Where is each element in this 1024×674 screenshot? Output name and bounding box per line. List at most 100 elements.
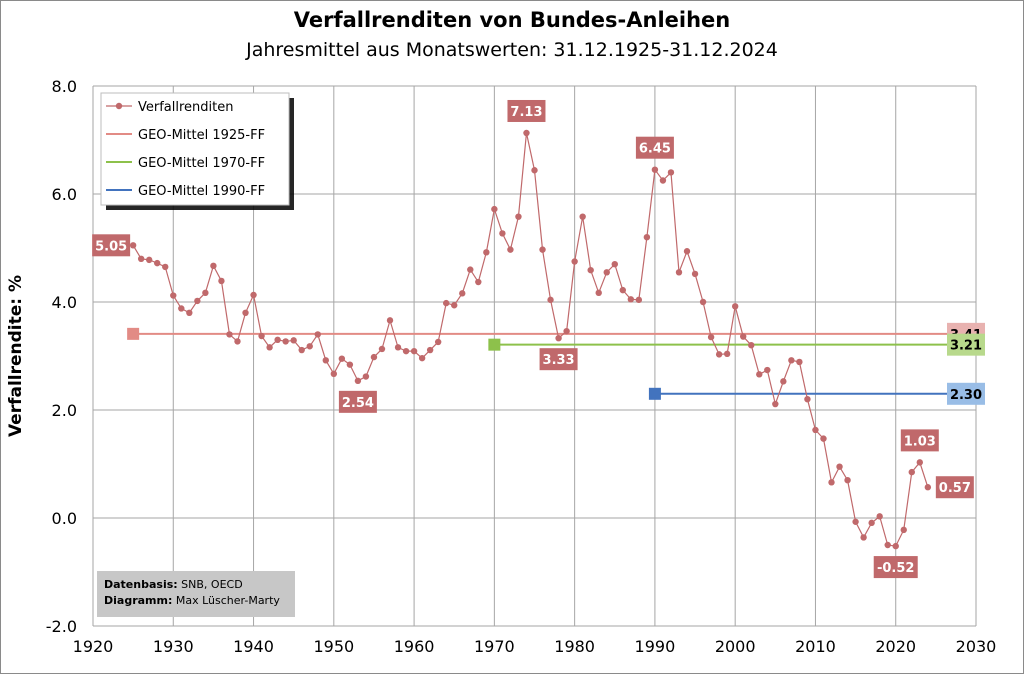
data-label: 2.54 [338,390,377,413]
yield-data-point [820,435,827,442]
yield-data-point [563,327,570,335]
x-tick-label: 1970 [474,637,515,656]
yield-data-point [611,261,618,268]
yield-data-point [410,347,418,355]
data-label-box [338,390,377,413]
data-label: 2.30 [947,382,985,405]
legend-box [100,92,290,206]
data-label-text: 3.21 [950,339,982,354]
yield-data-point [587,266,594,274]
yield-data-point [868,519,875,527]
yield-data-point [748,342,755,349]
data-label-box [507,99,546,122]
x-tick-label: 1940 [233,637,274,656]
source-data-label: Datenbasis: [104,578,178,591]
source-note: Datenbasis: SNB, OECD Diagramm: Max Lüsc… [97,571,295,617]
data-label: 1.03 [900,429,939,452]
y-tick-label: 2.0 [52,401,77,420]
x-tick-label: 1980 [554,637,595,656]
yield-data-point [740,333,747,340]
legend-marker [115,102,123,110]
yield-data-point [643,234,651,241]
yield-data-point [418,354,426,362]
yield-data-point [451,302,458,309]
yield-data-point [603,269,610,276]
geo-mean-1970-marker [488,338,501,351]
yield-data-point [306,343,313,350]
yield-data-point [547,296,554,304]
yield-data-point [499,230,506,237]
yield-data-point [900,526,907,534]
yield-data-point [860,534,867,541]
yield-data-point [354,377,362,385]
yield-data-point [402,347,410,355]
x-tick-label: 2020 [875,637,916,656]
source-data-value: SNB, OECD [181,578,243,591]
yield-data-point [258,332,265,340]
yield-data-point [916,459,924,466]
chart-title: Verfallrenditen von Bundes-Anleihen [293,8,731,32]
yield-data-point [812,426,819,434]
yield-data-point [924,484,932,491]
yield-data-point [378,345,386,353]
yield-data-point [282,338,289,345]
yield-data-point [162,263,169,271]
yield-data-point [804,396,811,403]
yield-data-point [154,259,161,267]
yield-data-point [852,518,859,525]
legend-item-geo-1970-label: GEO-Mittel 1970-FF [138,156,265,171]
y-tick-label: -2.0 [46,617,77,636]
data-label-text: -0.52 [877,561,914,576]
yield-data-point [218,277,225,285]
yield-data-point [531,167,538,174]
yield-data-point [483,249,490,256]
yield-data-point [491,205,498,213]
yield-data-point [178,305,185,312]
yield-data-point [844,477,851,484]
yield-data-point [137,255,145,262]
data-label-box [947,333,985,356]
yield-data-point [202,289,209,297]
data-label-box [539,348,578,371]
yield-data-point [467,266,474,273]
yield-data-point [892,542,899,550]
yield-data-point [322,357,329,364]
yield-data-point [555,334,562,342]
yield-data-point [290,337,297,344]
yield-data-point [707,333,715,341]
yield-data-point [298,346,305,354]
yield-data-point [683,248,691,255]
yield-data-point [836,463,843,470]
y-tick-label: 0.0 [52,509,77,528]
source-diagram-label: Diagramm: [104,594,173,607]
data-label-text: 1.03 [904,434,936,449]
data-label-text: 2.54 [342,396,374,411]
data-label-text: 7.13 [510,105,542,120]
x-tick-label: 1960 [394,637,435,656]
yield-data-point [579,213,586,220]
data-label-box [635,136,674,159]
yield-data-point [619,286,626,294]
yield-data-point [659,177,667,184]
geo-mean-1990-marker [648,387,661,400]
yield-data-point [635,296,643,304]
yield-data-point [651,166,659,173]
yield-data-point [250,291,257,299]
data-label: 7.13 [507,99,546,122]
yield-data-point [715,351,723,358]
yield-data-point [443,299,450,307]
yield-data-point [434,338,442,346]
data-label-text: 6.45 [639,142,671,157]
data-label-box [935,476,974,499]
data-label-box [873,556,918,579]
yield-data-point [764,366,771,374]
data-label: 0.57 [935,476,974,499]
yield-data-point [627,296,635,303]
yield-data-point [796,358,803,366]
yield-data-point [507,246,514,253]
data-label: 5.05 [92,234,131,257]
yield-data-point [571,258,578,265]
yield-data-point [667,169,675,176]
yield-data-point [210,262,217,270]
yield-data-point [386,317,394,324]
